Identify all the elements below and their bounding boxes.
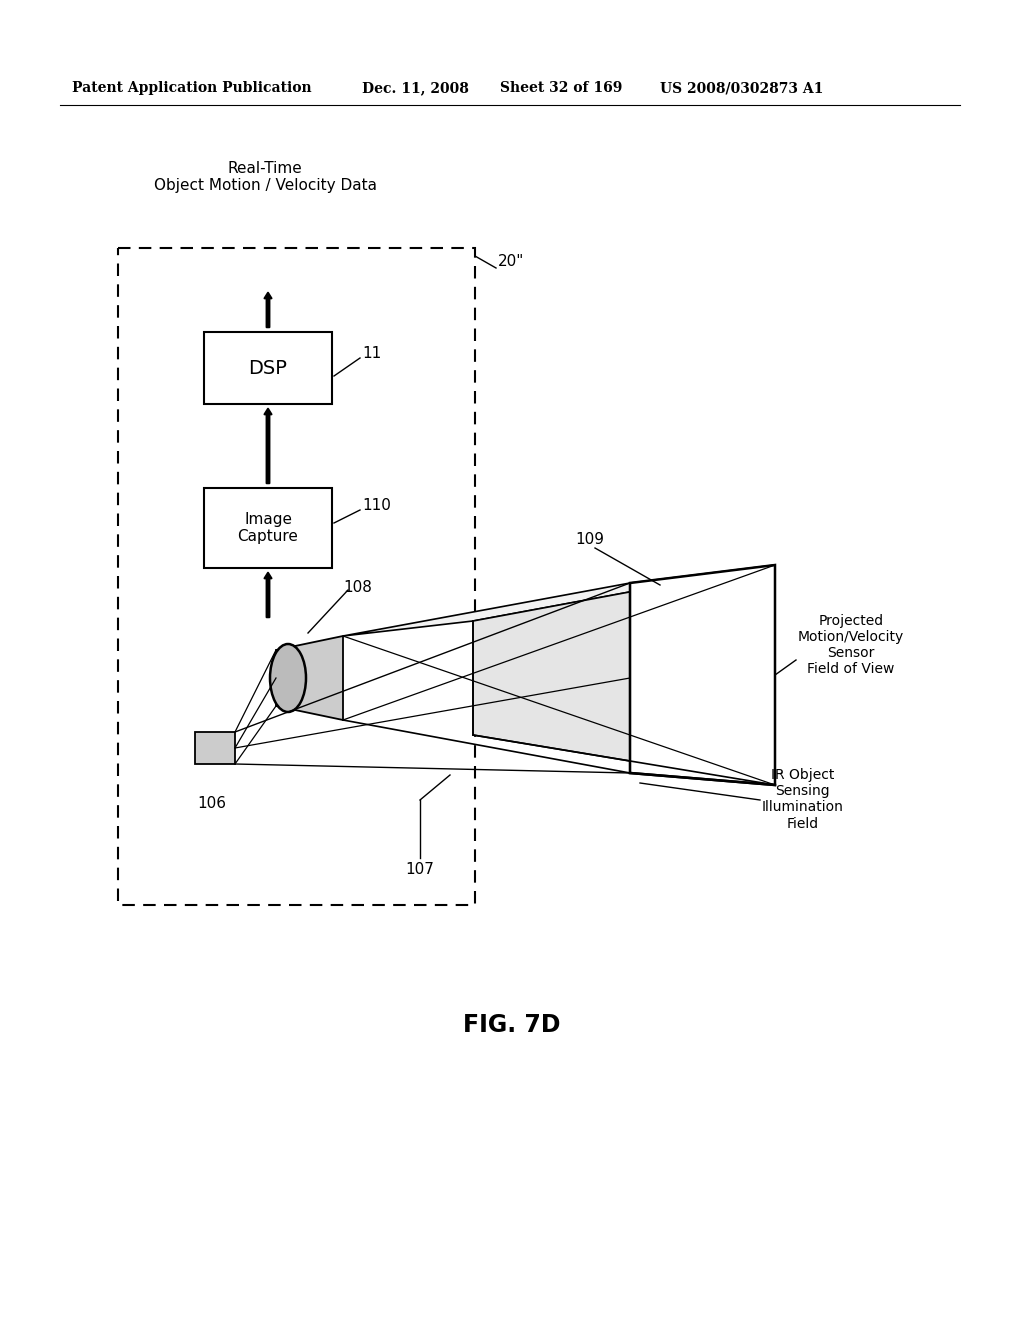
Ellipse shape xyxy=(270,644,306,711)
Text: 107: 107 xyxy=(406,862,434,878)
Text: 106: 106 xyxy=(197,796,226,810)
Polygon shape xyxy=(204,488,332,568)
Polygon shape xyxy=(204,333,332,404)
Text: US 2008/0302873 A1: US 2008/0302873 A1 xyxy=(660,81,823,95)
Text: 20": 20" xyxy=(498,255,524,269)
Text: 110: 110 xyxy=(362,499,391,513)
Text: Dec. 11, 2008: Dec. 11, 2008 xyxy=(362,81,469,95)
Polygon shape xyxy=(195,733,234,764)
Polygon shape xyxy=(473,565,775,785)
Text: 108: 108 xyxy=(343,581,372,595)
Text: Patent Application Publication: Patent Application Publication xyxy=(72,81,311,95)
Text: Image
Capture: Image Capture xyxy=(238,512,298,544)
Text: 109: 109 xyxy=(575,532,604,548)
Text: 11: 11 xyxy=(362,346,381,360)
Text: Projected
Motion/Velocity
Sensor
Field of View: Projected Motion/Velocity Sensor Field o… xyxy=(798,614,904,676)
Polygon shape xyxy=(276,636,343,719)
Text: Real-Time
Object Motion / Velocity Data: Real-Time Object Motion / Velocity Data xyxy=(154,161,377,193)
Text: IR Object
Sensing
Illumination
Field: IR Object Sensing Illumination Field xyxy=(762,768,844,830)
Text: FIG. 7D: FIG. 7D xyxy=(463,1012,561,1038)
Text: DSP: DSP xyxy=(249,359,288,378)
Text: Sheet 32 of 169: Sheet 32 of 169 xyxy=(500,81,623,95)
Polygon shape xyxy=(630,565,775,785)
Polygon shape xyxy=(343,565,775,636)
